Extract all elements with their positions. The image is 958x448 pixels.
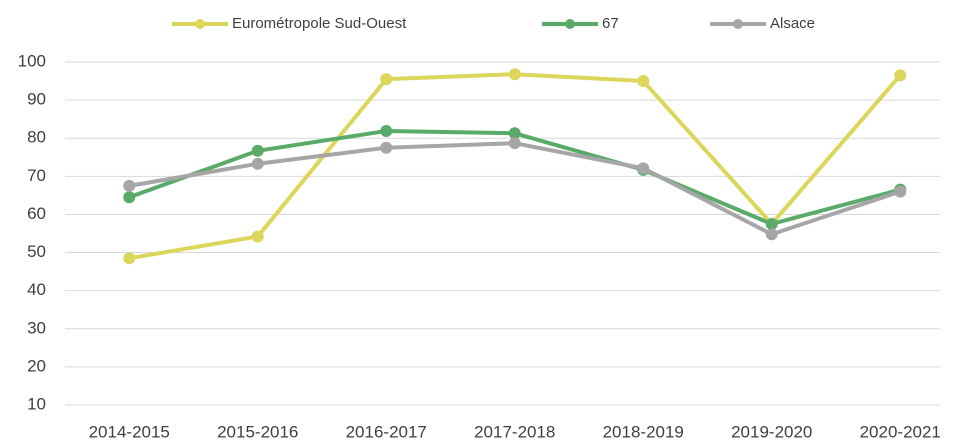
x-tick-label: 2018-2019 — [603, 422, 684, 441]
x-tick-label: 2015-2016 — [217, 422, 298, 441]
point — [380, 73, 393, 86]
point — [508, 137, 521, 150]
legend-label: Alsace — [770, 15, 815, 32]
y-tick-label: 30 — [27, 318, 46, 337]
point — [251, 144, 264, 157]
point — [380, 141, 393, 154]
x-tick-label: 2016-2017 — [346, 422, 427, 441]
point — [894, 185, 907, 198]
x-tick-label: 2017-2018 — [474, 422, 555, 441]
point — [637, 162, 650, 175]
point — [380, 124, 393, 137]
y-tick-label: 50 — [27, 242, 46, 261]
point — [765, 228, 778, 241]
legend-marker — [195, 19, 205, 29]
x-tick-label: 2020-2021 — [860, 422, 941, 441]
point — [508, 127, 521, 140]
point — [637, 75, 650, 88]
y-tick-label: 10 — [27, 394, 46, 413]
y-tick-label: 60 — [27, 204, 46, 223]
y-tick-label: 40 — [27, 280, 46, 299]
legend-marker — [565, 19, 575, 29]
point — [123, 252, 136, 265]
point — [123, 191, 136, 204]
x-tick-label: 2014-2015 — [89, 422, 170, 441]
y-tick-label: 80 — [27, 128, 46, 147]
point — [894, 69, 907, 82]
legend-label: 67 — [602, 15, 619, 32]
point — [508, 68, 521, 81]
point — [765, 217, 778, 230]
y-tick-label: 90 — [27, 90, 46, 109]
point — [251, 230, 264, 243]
x-tick-label: 2019-2020 — [731, 422, 812, 441]
y-tick-label: 100 — [18, 51, 46, 70]
point — [123, 179, 136, 192]
point — [251, 157, 264, 170]
legend-marker — [733, 19, 743, 29]
y-tick-label: 70 — [27, 166, 46, 185]
legend-label: Eurométropole Sud-Ouest — [232, 15, 407, 32]
y-tick-label: 20 — [27, 356, 46, 375]
